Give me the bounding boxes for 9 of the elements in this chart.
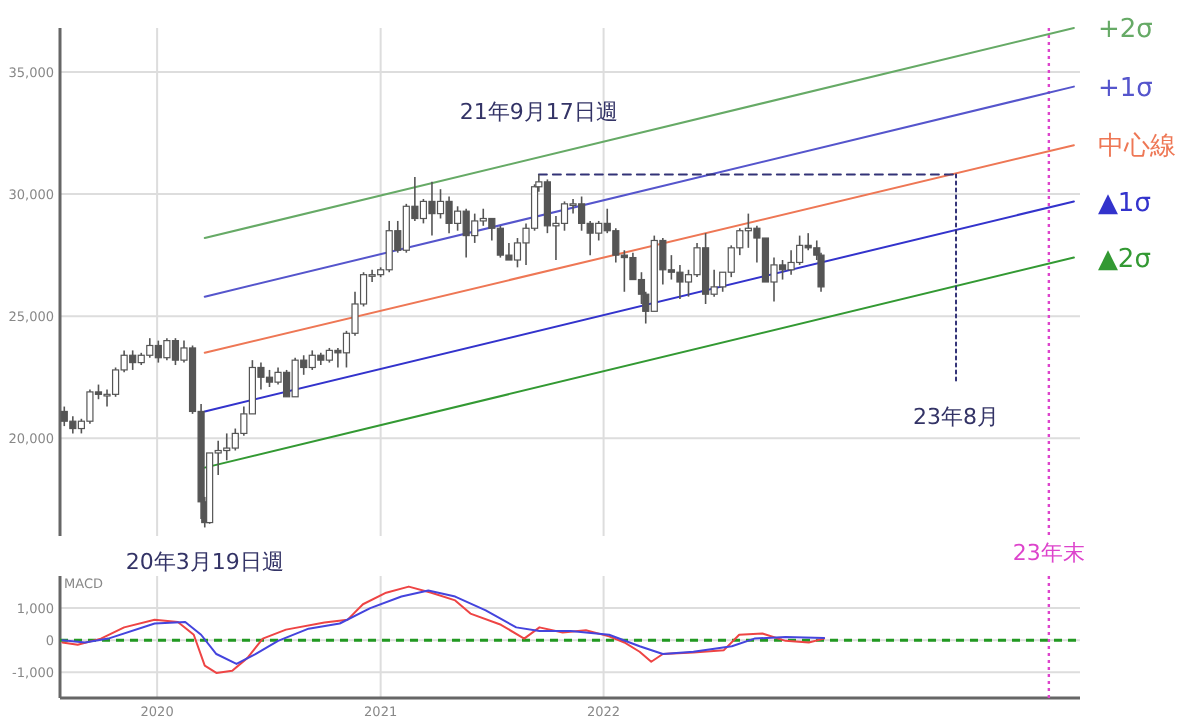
series-label: +2σ (1097, 15, 1153, 46)
ref-line-label: 23年末 (1012, 540, 1085, 566)
annotation: 21年9月17日週 (459, 98, 618, 125)
series-label: ▲1σ (1097, 188, 1151, 219)
annotation: 23年8月 (913, 404, 1000, 431)
series-label: +1σ (1097, 73, 1153, 104)
series-label: 中心線 (1097, 130, 1176, 163)
annotation: 20年3月19日週 (125, 549, 284, 576)
series-label: ▲2σ (1097, 244, 1151, 275)
